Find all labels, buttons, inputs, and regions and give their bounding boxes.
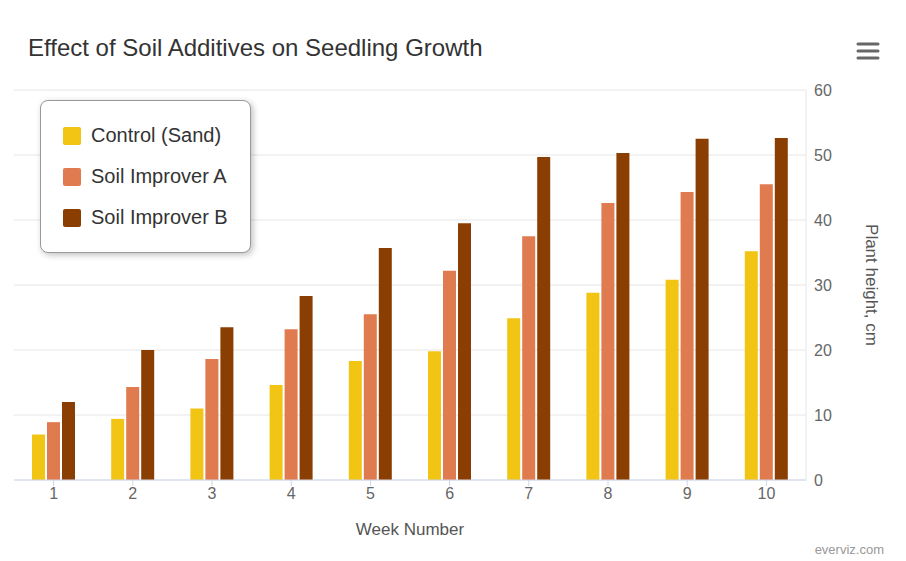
svg-text:2: 2 xyxy=(128,485,137,502)
svg-text:7: 7 xyxy=(524,485,533,502)
html-text:Soil Improver A: Soil Improver A xyxy=(91,165,227,187)
html-text:everviz.com: everviz.com xyxy=(814,542,884,557)
svg-text:40: 40 xyxy=(814,212,832,229)
svg-text:20: 20 xyxy=(814,342,832,359)
html-text:Control (Sand): Control (Sand) xyxy=(91,124,222,146)
svg-text:Plant height, cm: Plant height, cm xyxy=(862,224,881,346)
svg-text:6: 6 xyxy=(445,485,454,502)
svg-text:30: 30 xyxy=(814,277,832,294)
svg-text:9: 9 xyxy=(683,485,692,502)
html-text:Effect of Soil Additives on Se: Effect of Soil Additives on Seedling Gro… xyxy=(28,34,483,61)
svg-text:10: 10 xyxy=(814,407,832,424)
svg-text:5: 5 xyxy=(366,485,375,502)
html-text:Soil Improver B: Soil Improver B xyxy=(91,206,228,228)
svg-text:1: 1 xyxy=(49,485,58,502)
svg-text:0: 0 xyxy=(814,472,823,489)
svg-text:3: 3 xyxy=(208,485,217,502)
svg-text:50: 50 xyxy=(814,147,832,164)
svg-text:Week Number: Week Number xyxy=(356,520,465,539)
svg-text:4: 4 xyxy=(287,485,296,502)
svg-text:8: 8 xyxy=(604,485,613,502)
svg-text:60: 60 xyxy=(814,82,832,99)
svg-text:10: 10 xyxy=(758,485,776,502)
